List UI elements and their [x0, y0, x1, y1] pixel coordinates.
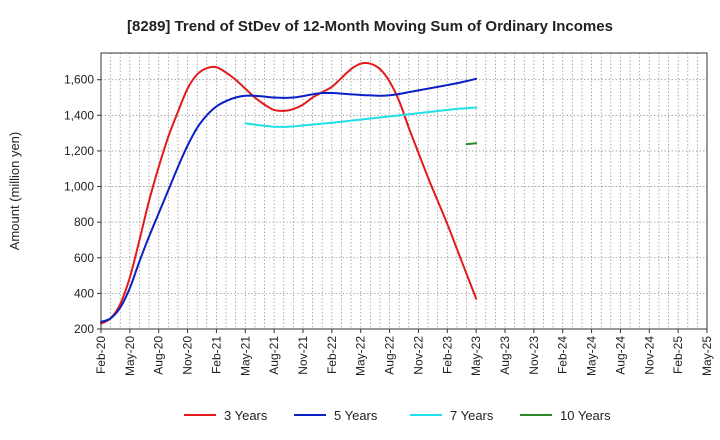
chart-title: [8289] Trend of StDev of 12-Month Moving… [127, 18, 613, 35]
x-tick-label: May-20 [123, 336, 137, 376]
plot-frame [100, 52, 708, 330]
x-tick-label: May-21 [238, 336, 252, 376]
legend-label-10-years: 10 Years [560, 408, 611, 423]
x-tick-label: Feb-21 [209, 336, 223, 374]
x-tick-label: Aug-23 [498, 336, 512, 375]
legend-label-5-years: 5 Years [334, 408, 378, 423]
plot-area [101, 53, 707, 329]
x-axis-ticks: Feb-20 May-20 Aug-20 Nov-20 Feb-21 May-21 Aug-… [94, 329, 714, 376]
grid-lines [101, 53, 707, 330]
series-line-10-years [465, 142, 478, 146]
y-tick-label: 1,200 [64, 144, 94, 158]
x-tick-label: Aug-24 [613, 336, 627, 375]
y-axis-ticks: 200 400 600 800 1,000 1,200 1,400 1,600 [64, 73, 101, 336]
series-lines [100, 62, 478, 325]
x-tick-label: Aug-20 [152, 336, 166, 375]
x-tick-label: Nov-24 [642, 336, 656, 375]
y-tick-label: 1,400 [64, 108, 94, 122]
x-tick-label: Feb-22 [325, 336, 339, 374]
x-tick-label: Feb-23 [440, 336, 454, 374]
legend: 3 Years 5 Years 7 Years 10 Years [184, 408, 611, 423]
x-tick-label: Aug-22 [383, 336, 397, 375]
series-line-3-years [100, 62, 478, 325]
legend-label-3-years: 3 Years [224, 408, 268, 423]
x-tick-label: Feb-20 [94, 336, 108, 374]
y-tick-label: 1,600 [64, 73, 94, 87]
y-tick-label: 200 [74, 322, 94, 336]
y-tick-label: 400 [74, 286, 94, 300]
x-tick-label: Aug-21 [267, 336, 281, 375]
x-tick-label: May-23 [469, 336, 483, 376]
series-line-5-years [100, 77, 478, 323]
y-tick-label: 800 [74, 215, 94, 229]
x-tick-label: Nov-23 [527, 336, 541, 375]
x-tick-label: May-22 [354, 336, 368, 376]
x-tick-label: Feb-25 [671, 336, 685, 374]
y-tick-label: 600 [74, 251, 94, 265]
x-tick-label: May-24 [585, 336, 599, 376]
series-line-7-years [244, 106, 478, 128]
x-tick-label: Feb-24 [556, 336, 570, 374]
x-tick-label: Nov-22 [411, 336, 425, 375]
y-axis-label: Amount (million yen) [7, 132, 22, 251]
y-tick-label: 1,000 [64, 180, 94, 194]
legend-label-7-years: 7 Years [450, 408, 494, 423]
x-tick-label: Nov-21 [296, 336, 310, 375]
x-tick-label: May-25 [700, 336, 714, 376]
x-tick-label: Nov-20 [181, 336, 195, 375]
